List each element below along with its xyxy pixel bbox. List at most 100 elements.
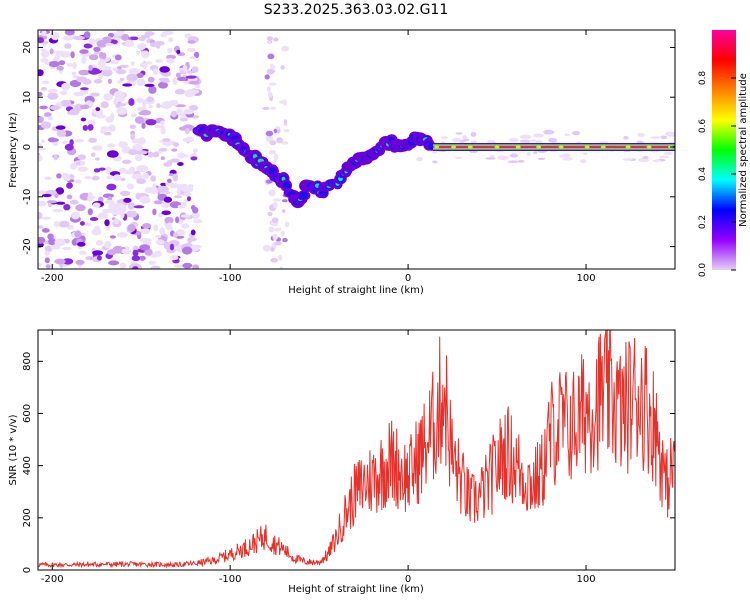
noise-speckle (38, 190, 48, 195)
noise-speckle (123, 197, 132, 203)
noise-speckle (267, 53, 275, 60)
noise-speckle (87, 124, 94, 131)
noise-speckle (160, 156, 165, 161)
noise-speckle (45, 264, 51, 269)
noise-speckle (188, 80, 200, 85)
noise-speckle (41, 139, 46, 143)
noise-speckle (80, 104, 90, 110)
noise-speckle (58, 60, 66, 66)
noise-speckle (116, 107, 128, 115)
noise-speckle (38, 147, 47, 151)
noise-speckle (170, 158, 180, 163)
noise-speckle (270, 257, 279, 263)
noise-speckle (158, 81, 168, 89)
noise-speckle (104, 131, 112, 136)
noise-speckle (156, 43, 161, 49)
noise-speckle (103, 209, 111, 213)
noise-speckle (77, 241, 86, 247)
noise-speckle (663, 151, 673, 156)
noise-speckle (136, 72, 144, 78)
noise-speckle (106, 175, 113, 180)
noise-speckle (170, 255, 179, 261)
noise-speckle (188, 105, 199, 111)
noise-speckle (38, 116, 44, 123)
noise-speckle (150, 175, 157, 182)
noise-speckle (155, 59, 164, 63)
noise-speckle (272, 233, 278, 241)
noise-speckle (177, 76, 187, 82)
snr-y-tick-label: 600 (22, 404, 33, 423)
noise-speckle (89, 217, 99, 221)
noise-speckle (94, 225, 101, 234)
noise-speckle (270, 247, 275, 252)
noise-speckle (69, 199, 79, 205)
noise-speckle (52, 208, 64, 213)
noise-speckle (119, 77, 125, 82)
noise-speckle (190, 229, 196, 236)
noise-speckle (66, 225, 75, 230)
noise-speckle (98, 51, 104, 59)
noise-speckle (164, 216, 174, 224)
noise-speckle (195, 84, 201, 89)
noise-speckle (50, 105, 60, 111)
noise-speckle (279, 100, 287, 104)
noise-speckle (519, 134, 532, 140)
band-highlight (451, 145, 456, 149)
spectrogram-frame (37, 29, 676, 270)
noise-speckle (66, 194, 73, 200)
noise-speckle (94, 51, 100, 55)
noise-speckle (160, 126, 166, 135)
spectrogram-x-tick-label: 100 (576, 273, 595, 284)
noise-speckle (660, 135, 668, 140)
noise-speckle (144, 83, 155, 87)
noise-speckle (71, 71, 77, 76)
noise-speckle (535, 139, 543, 144)
noise-speckle (108, 202, 118, 211)
noise-speckle (152, 208, 157, 216)
noise-speckle (137, 43, 147, 50)
snr-frame (37, 329, 676, 571)
colorbar-tick-label: 0.2 (698, 215, 708, 229)
noise-speckle (658, 155, 670, 159)
noise-speckle (122, 159, 132, 164)
noise-speckle (128, 68, 140, 75)
noise-speckle (104, 219, 110, 227)
noise-speckle (166, 58, 175, 64)
noise-speckle (145, 119, 157, 126)
noise-speckle (160, 120, 165, 126)
noise-speckle (175, 229, 186, 237)
snr-y-tick-label: 400 (22, 456, 33, 475)
noise-speckle (281, 141, 289, 145)
noise-speckle (105, 43, 115, 47)
noise-speckle (190, 156, 198, 161)
noise-speckle (119, 190, 131, 197)
spectrogram-x-tick-label: 0 (405, 273, 411, 284)
noise-speckle (182, 246, 193, 255)
noise-speckle (180, 185, 189, 192)
noise-speckle (107, 78, 112, 85)
noise-speckle (51, 138, 59, 142)
colorbar-tick-label: 0.4 (698, 167, 708, 182)
noise-speckle (175, 72, 181, 78)
noise-speckle (155, 235, 162, 239)
noise-speckle (193, 51, 200, 59)
noise-speckle (135, 150, 148, 155)
noise-speckle (113, 174, 122, 181)
noise-speckle (279, 266, 284, 269)
noise-speckle (48, 238, 56, 246)
noise-speckle (53, 50, 65, 55)
noise-speckle (140, 228, 151, 235)
noise-speckle (136, 178, 147, 185)
noise-speckle (101, 68, 113, 77)
noise-speckle (487, 139, 492, 143)
band-highlight (494, 145, 500, 149)
noise-speckle (187, 89, 200, 94)
noise-speckle (56, 173, 62, 179)
noise-speckle (432, 160, 438, 164)
noise-speckle (40, 86, 48, 91)
noise-speckle (108, 260, 120, 266)
noise-speckle (470, 132, 477, 137)
band-highlight (536, 145, 542, 149)
noise-speckle (67, 110, 80, 116)
noise-speckle (531, 139, 537, 142)
